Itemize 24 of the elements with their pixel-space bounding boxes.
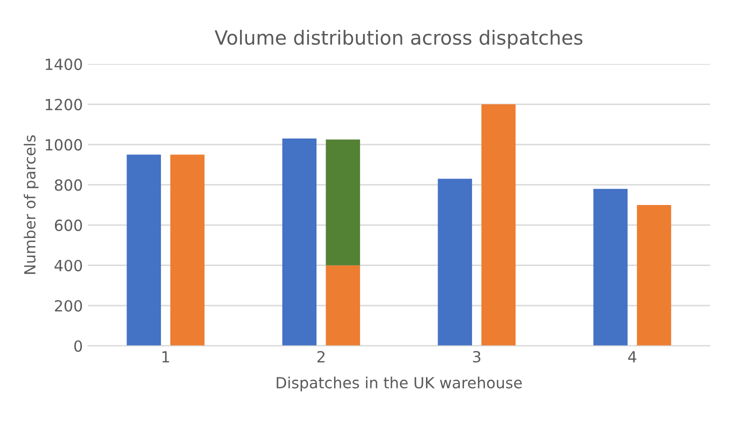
bar bbox=[481, 104, 516, 346]
bar bbox=[438, 178, 472, 346]
bar bbox=[282, 138, 316, 346]
x-tick-label: 4 bbox=[628, 351, 636, 362]
y-tick-label: 0 bbox=[74, 340, 82, 352]
y-tick-label: 800 bbox=[54, 179, 82, 191]
y-axis-title: Number of parcels bbox=[24, 135, 39, 274]
y-tick-label: 1400 bbox=[46, 58, 82, 70]
bar bbox=[326, 140, 360, 266]
bar bbox=[326, 265, 360, 346]
y-tick-label: 200 bbox=[54, 300, 82, 312]
y-tick-label: 1000 bbox=[46, 139, 82, 151]
x-tick-label: 3 bbox=[473, 351, 480, 363]
y-tick-label: 1200 bbox=[46, 98, 82, 110]
y-tick-label: 600 bbox=[54, 220, 82, 232]
x-tick-label: 1 bbox=[162, 351, 170, 362]
bar bbox=[126, 154, 161, 346]
bar bbox=[636, 204, 672, 346]
bar bbox=[170, 154, 205, 346]
bar bbox=[593, 188, 628, 346]
x-tick-label: 2 bbox=[317, 351, 324, 362]
y-tick-label: 400 bbox=[54, 260, 82, 272]
x-axis-title: Dispatches in the UK warehouse bbox=[276, 376, 522, 392]
chart-title: Volume distribution across dispatches bbox=[214, 30, 582, 49]
